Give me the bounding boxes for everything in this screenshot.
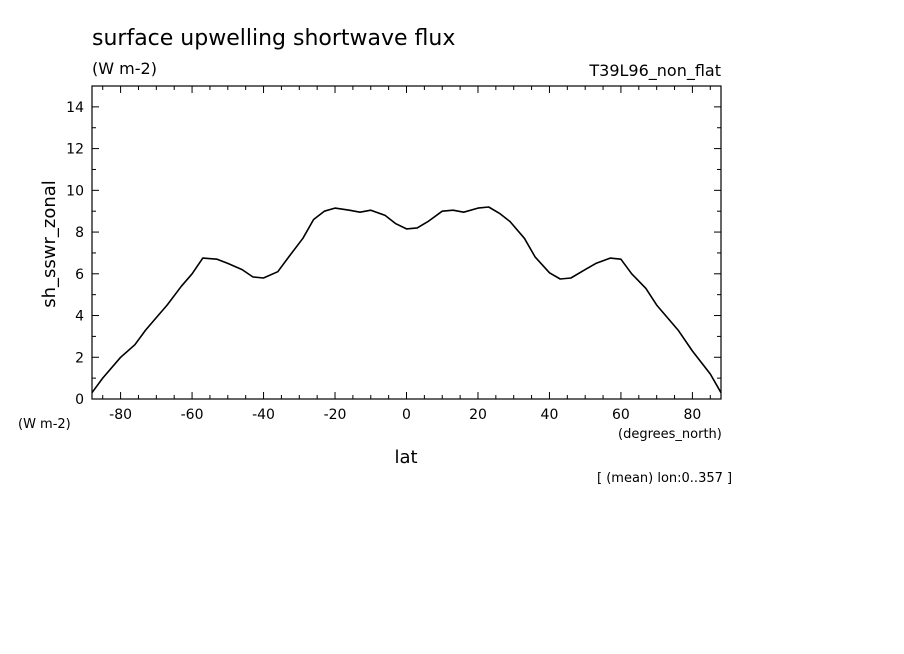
series-line bbox=[91, 206, 722, 394]
x-tick-label: -80 bbox=[109, 407, 132, 423]
y-axis-units: (W m-2) bbox=[18, 417, 71, 432]
x-tick-label: 40 bbox=[541, 407, 559, 423]
x-axis-units: (degrees_north) bbox=[618, 427, 722, 442]
x-axis-label: lat bbox=[394, 447, 417, 468]
y-tick-label: 4 bbox=[75, 309, 84, 325]
run-label: T39L96_non_flat bbox=[588, 61, 721, 81]
x-tick-label: 60 bbox=[612, 407, 630, 423]
axis-ticks: -80 -60 -40 -20 0 20 40 60 80 0 2 4 6 8 10 12 14 bbox=[66, 85, 721, 423]
y-tick-label: 2 bbox=[75, 350, 84, 366]
y-tick-label: 8 bbox=[75, 225, 84, 241]
x-tick-label: 0 bbox=[402, 407, 411, 423]
y-axis-label: sh_sswr_zonal bbox=[39, 180, 60, 308]
y-tick-label: 14 bbox=[66, 100, 84, 116]
y-tick-label: 12 bbox=[66, 142, 84, 158]
chart-subtitle-units: (W m-2) bbox=[92, 59, 157, 78]
y-tick-label: 0 bbox=[75, 392, 84, 408]
x-tick-label: -20 bbox=[324, 407, 347, 423]
x-tick-label: 80 bbox=[683, 407, 701, 423]
chart-title: surface upwelling shortwave flux bbox=[92, 26, 455, 51]
plot-frame bbox=[91, 85, 722, 400]
x-tick-label: -60 bbox=[181, 407, 204, 423]
y-tick-label: 10 bbox=[66, 183, 84, 199]
series-layer bbox=[91, 206, 722, 394]
y-tick-label: 6 bbox=[75, 267, 84, 283]
x-tick-label: 20 bbox=[469, 407, 487, 423]
footnote: [ (mean) lon:0..357 ] bbox=[597, 471, 732, 486]
x-tick-label: -40 bbox=[252, 407, 275, 423]
